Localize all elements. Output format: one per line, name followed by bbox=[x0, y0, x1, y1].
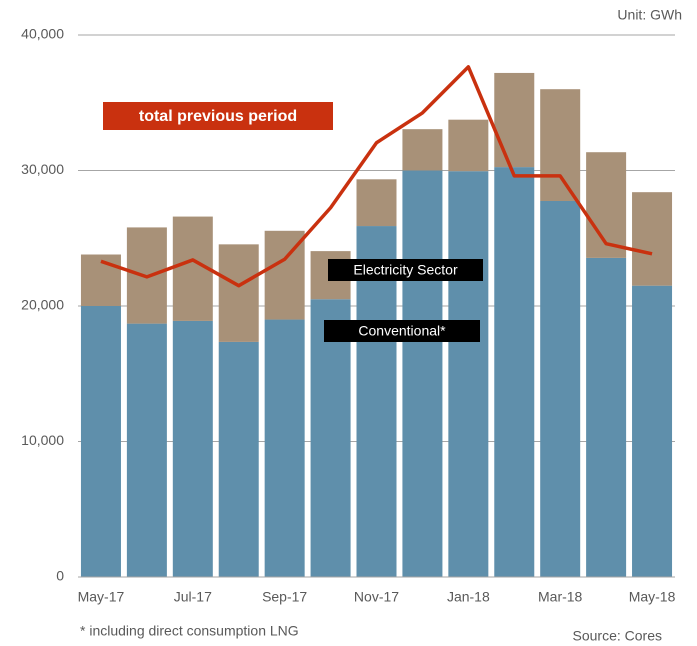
y-tick-label: 20,000 bbox=[21, 297, 64, 313]
bar-segment bbox=[494, 72, 535, 168]
source: Source: Cores bbox=[573, 628, 662, 644]
bar-segment bbox=[402, 129, 443, 171]
unit-label: Unit: GWh bbox=[617, 7, 682, 23]
bar-segment bbox=[218, 244, 259, 342]
bar-segment bbox=[448, 119, 489, 172]
bar-segment bbox=[218, 341, 259, 577]
x-tick-label: Nov-17 bbox=[354, 589, 399, 605]
bar-segment bbox=[310, 299, 351, 577]
bar-segment bbox=[540, 200, 581, 578]
bar-segment bbox=[172, 320, 213, 577]
bar-segment bbox=[494, 167, 535, 578]
legend-label: Electricity Sector bbox=[353, 262, 458, 278]
bar-segment bbox=[586, 257, 627, 577]
bar-segment bbox=[448, 171, 489, 578]
x-tick-label: Jul-17 bbox=[174, 589, 212, 605]
y-tick-label: 10,000 bbox=[21, 432, 64, 448]
y-tick-label: 40,000 bbox=[21, 26, 64, 42]
x-tick-label: Mar-18 bbox=[538, 589, 583, 605]
footnote: * including direct consumption LNG bbox=[80, 623, 299, 639]
legend-box bbox=[324, 320, 480, 342]
bar-segment bbox=[632, 285, 673, 577]
legend-label: total previous period bbox=[139, 108, 297, 125]
bar-segment bbox=[540, 89, 581, 201]
y-tick-label: 30,000 bbox=[21, 161, 64, 177]
line bbox=[100, 65, 653, 288]
legend-box bbox=[328, 259, 483, 281]
bar-segment bbox=[356, 226, 397, 577]
y-tick-label: 0 bbox=[56, 568, 64, 584]
x-tick-label: Jan-18 bbox=[447, 589, 490, 605]
bar-segment bbox=[80, 306, 121, 577]
bar-segment bbox=[356, 179, 397, 227]
x-tick-label: May-18 bbox=[629, 589, 676, 605]
bar-segment bbox=[126, 323, 167, 577]
bar-segment bbox=[402, 170, 443, 577]
bar-segment bbox=[586, 152, 627, 258]
legend-box bbox=[103, 102, 333, 130]
bar-segment bbox=[264, 319, 305, 577]
legend-label: Conventional* bbox=[358, 323, 446, 339]
bar-segment bbox=[632, 192, 673, 286]
x-tick-label: May-17 bbox=[78, 589, 125, 605]
x-tick-label: Sep-17 bbox=[262, 589, 307, 605]
